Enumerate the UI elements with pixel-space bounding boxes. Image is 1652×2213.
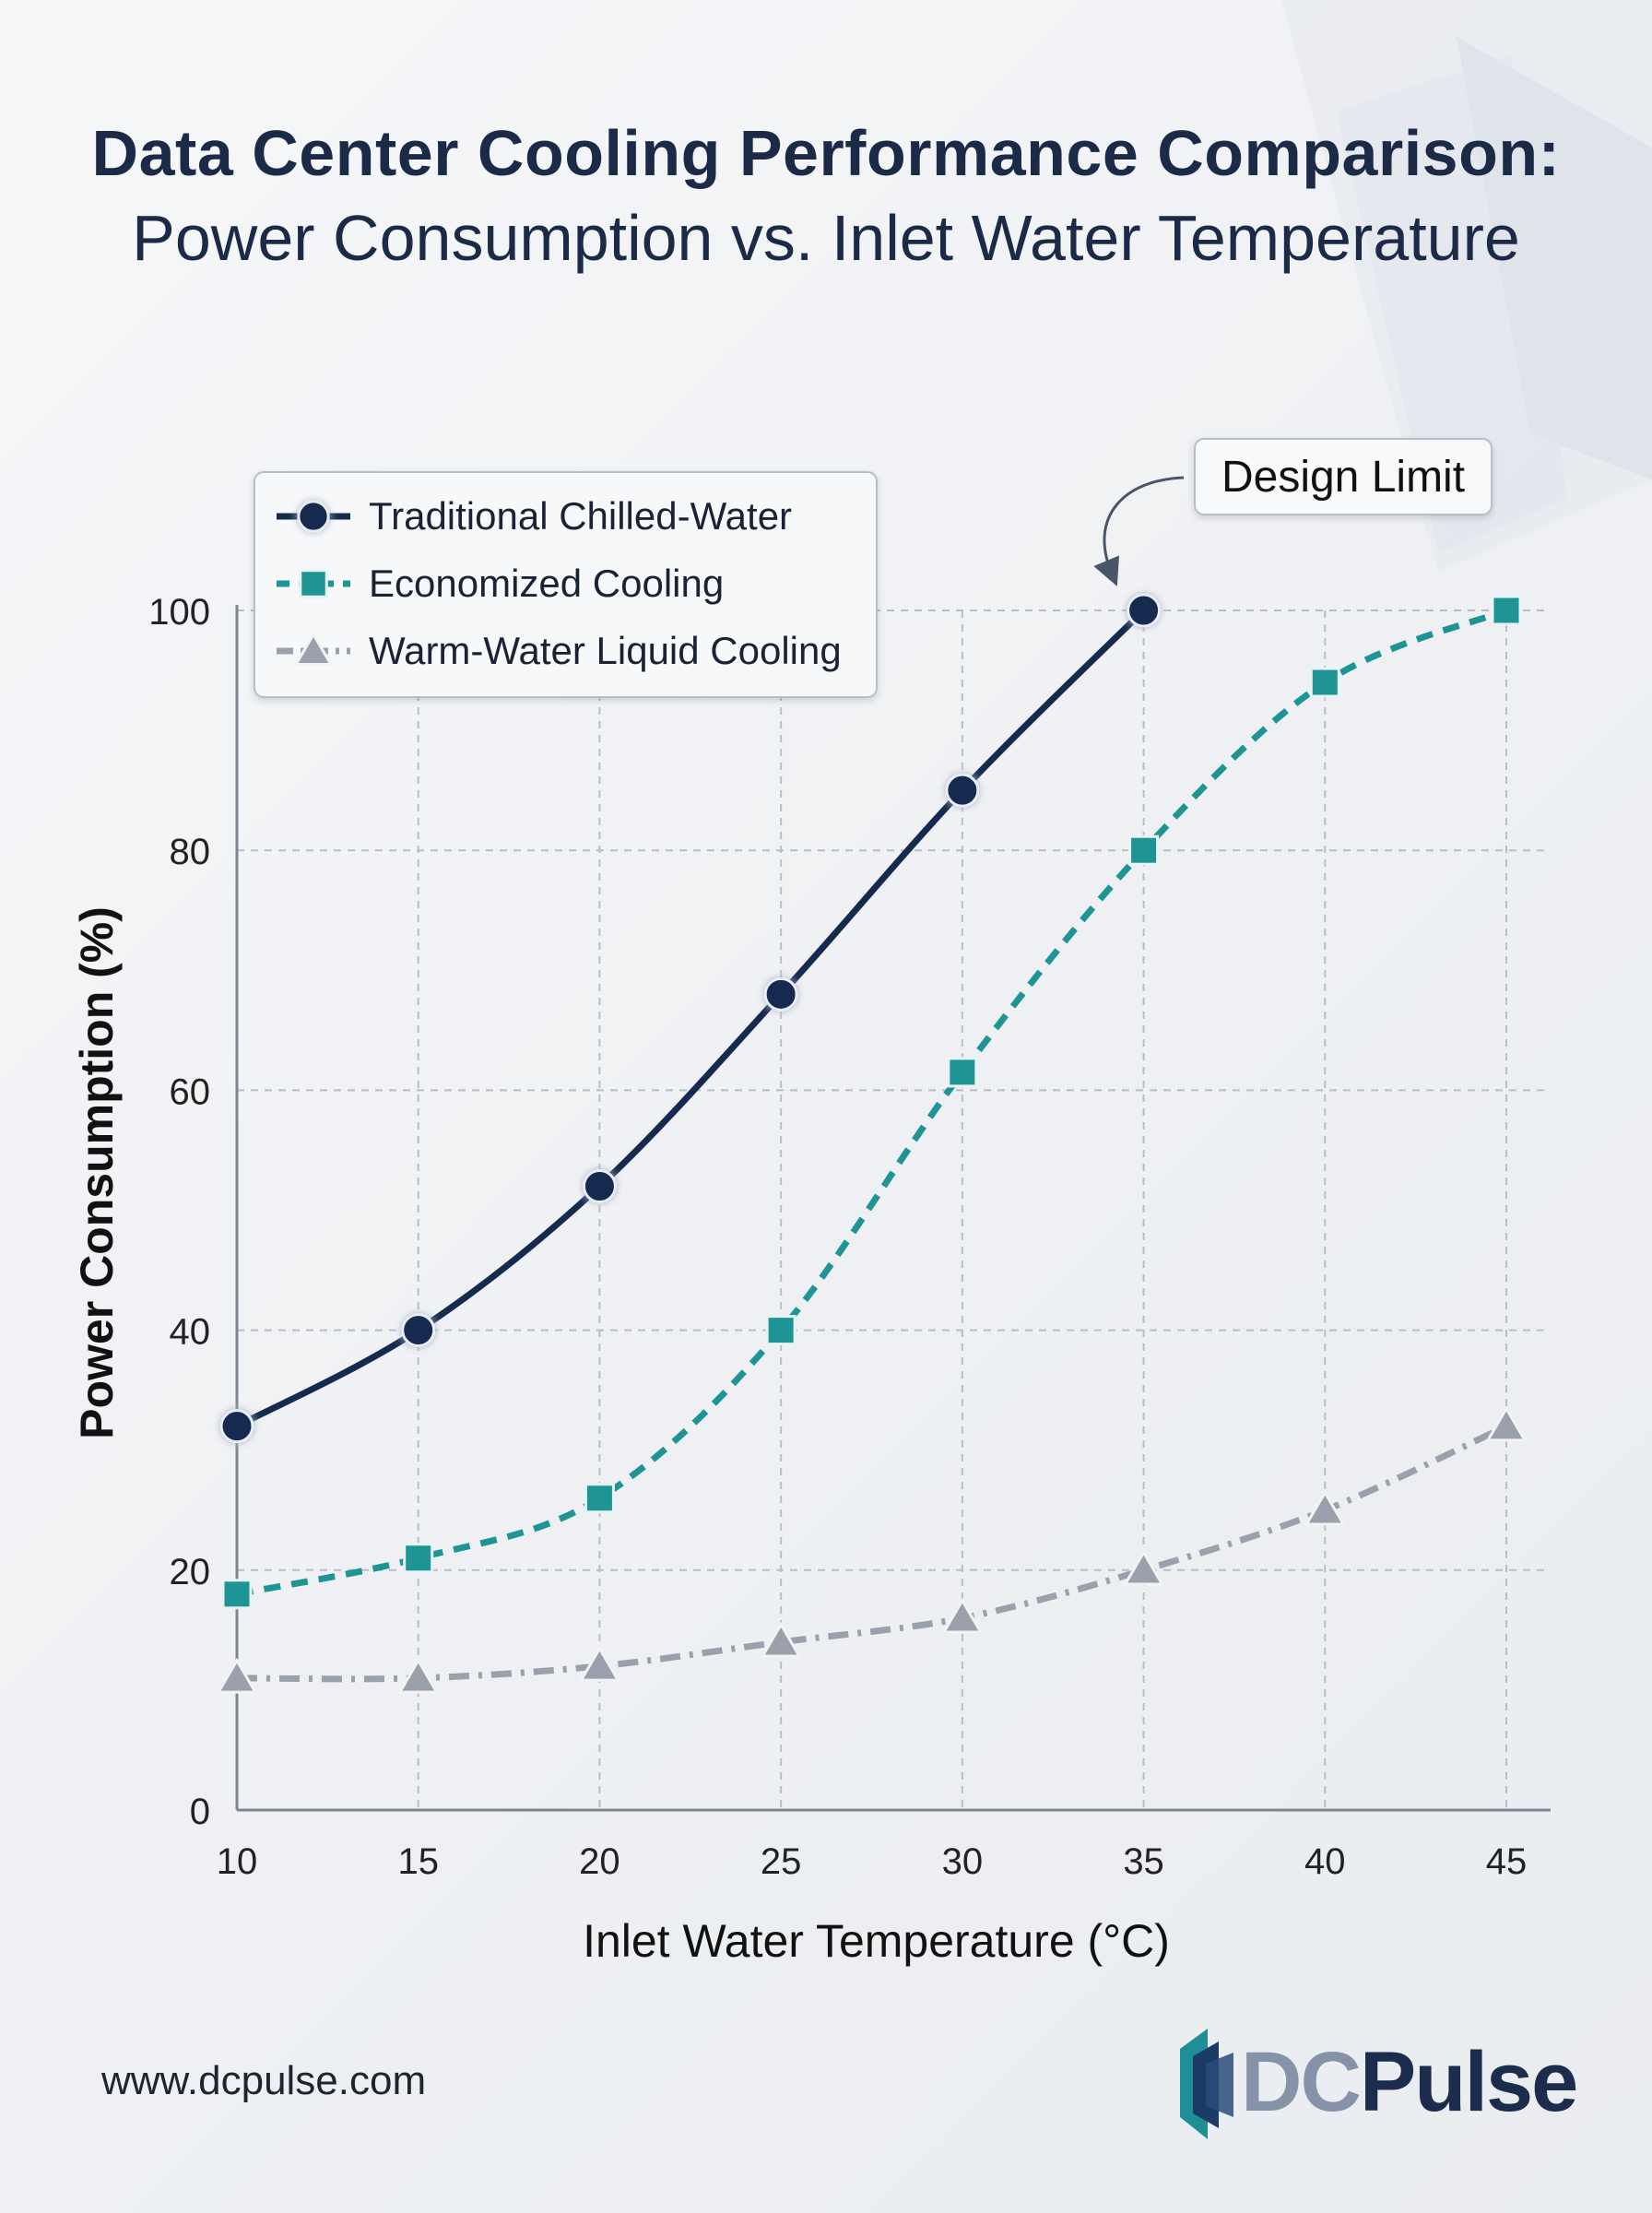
legend-marker — [293, 631, 334, 666]
chart-title: Data Center Cooling Performance Comparis… — [0, 111, 1652, 280]
y-tick-label: 60 — [170, 1071, 211, 1112]
data-point — [941, 1597, 984, 1634]
data-point — [219, 1409, 254, 1444]
data-point — [216, 1657, 258, 1694]
x-tick-label: 30 — [942, 1841, 984, 1882]
legend-box — [254, 471, 878, 698]
y-tick-label: 40 — [170, 1312, 211, 1353]
data-point — [1123, 1549, 1165, 1586]
data-point — [401, 1313, 436, 1348]
logo-chevron-icon — [1180, 2029, 1233, 2139]
legend-marker — [299, 569, 328, 598]
data-point — [945, 773, 980, 808]
legend-item: Economized Cooling — [277, 562, 724, 605]
y-tick-label: 0 — [190, 1792, 210, 1832]
legend: Traditional Chilled-Water Economized Cool… — [254, 471, 878, 698]
series-0 — [219, 593, 1162, 1444]
series-line — [235, 608, 1147, 1429]
x-tick-label: 45 — [1486, 1841, 1528, 1882]
series-group — [216, 593, 1528, 1694]
series-line — [236, 607, 1508, 1598]
data-point — [1128, 834, 1160, 866]
logo-pulse: Pulse — [1359, 2035, 1578, 2129]
series-2 — [216, 1405, 1528, 1694]
x-tick-label: 40 — [1304, 1841, 1346, 1882]
data-point — [1127, 593, 1162, 628]
annotation-label: Design Limit — [1221, 453, 1465, 502]
logo-wordmark: DCPulse — [1241, 2035, 1578, 2129]
legend-label: Traditional Chilled-Water — [369, 494, 792, 538]
logo-dc: DC — [1241, 2035, 1362, 2129]
legend-item: Traditional Chilled-Water — [277, 494, 792, 538]
x-tick-label: 10 — [217, 1841, 258, 1882]
series-line — [236, 1423, 1508, 1683]
data-point — [760, 1621, 802, 1658]
data-point — [765, 1315, 796, 1346]
dcpulse-logo: DCPulse — [1180, 2029, 1578, 2139]
data-point — [403, 1543, 434, 1574]
title-line-2: Power Consumption vs. Inlet Water Temper… — [132, 202, 1520, 274]
data-point — [397, 1657, 440, 1694]
data-point — [1485, 1405, 1528, 1442]
x-tick-label: 35 — [1123, 1841, 1164, 1882]
footer-url[interactable]: www.dcpulse.com — [101, 2058, 427, 2103]
y-tick-label: 100 — [148, 592, 210, 633]
x-axis-label: Inlet Water Temperature (°C) — [583, 1915, 1170, 1967]
legend-marker — [297, 500, 330, 533]
data-point — [1309, 667, 1340, 698]
legend-item: Warm-Water Liquid Cooling — [277, 629, 842, 672]
annotation: Design Limit — [1093, 438, 1493, 586]
data-point — [1491, 595, 1522, 626]
series-1 — [221, 595, 1522, 1610]
y-tick-label: 20 — [170, 1552, 211, 1592]
annotation-arrow — [1093, 476, 1185, 586]
data-point — [221, 1579, 253, 1610]
x-tick-label: 15 — [397, 1841, 439, 1882]
data-point — [584, 1483, 615, 1514]
data-point — [1304, 1489, 1346, 1526]
title-line-1: Data Center Cooling Performance Comparis… — [91, 117, 1561, 189]
x-tick-label: 20 — [579, 1841, 620, 1882]
axes: 0 20 40 60 80 100 10 15 20 25 30 35 40 45 Inlet Water … — [71, 592, 1551, 1967]
x-tick-label: 25 — [761, 1841, 802, 1882]
data-point — [763, 976, 798, 1012]
data-point — [947, 1057, 978, 1088]
annotation-box — [1194, 438, 1493, 515]
y-axis-label: Power Consumption (%) — [71, 906, 123, 1439]
legend-label: Warm-Water Liquid Cooling — [369, 629, 842, 672]
data-point — [582, 1168, 617, 1203]
data-point — [578, 1645, 620, 1682]
grid — [237, 609, 1549, 1810]
y-tick-label: 80 — [170, 832, 211, 872]
legend-label: Economized Cooling — [369, 562, 724, 605]
